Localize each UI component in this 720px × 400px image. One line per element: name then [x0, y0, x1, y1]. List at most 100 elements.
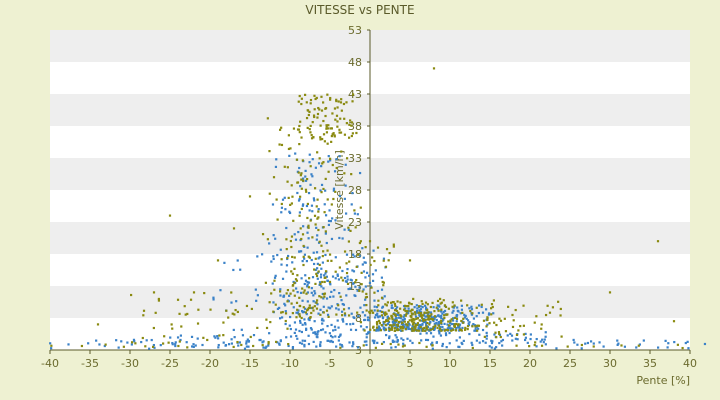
data-point [424, 338, 428, 342]
data-point [264, 281, 268, 284]
data-point [343, 228, 346, 231]
data-point [420, 314, 423, 318]
data-point [477, 324, 481, 327]
data-point [363, 329, 366, 332]
data-point [402, 338, 405, 342]
data-point [438, 315, 441, 318]
data-point [373, 299, 376, 302]
data-point [456, 306, 459, 309]
data-point [411, 329, 414, 332]
data-point [323, 274, 326, 277]
data-point [431, 347, 434, 350]
data-point [346, 268, 349, 271]
data-point [233, 336, 236, 339]
data-point [451, 311, 454, 314]
data-point [254, 288, 257, 291]
data-point [152, 291, 156, 294]
data-point [475, 315, 478, 318]
data-point [472, 323, 475, 326]
data-point [337, 308, 340, 311]
data-point [351, 132, 354, 135]
data-point [425, 345, 428, 348]
data-point [305, 327, 308, 330]
data-point [471, 346, 474, 350]
data-point [443, 322, 446, 326]
data-point [303, 93, 307, 96]
data-point [382, 257, 386, 260]
data-point [49, 342, 52, 345]
data-point [256, 255, 259, 258]
data-point [288, 154, 291, 157]
data-point [303, 343, 306, 347]
data-point [287, 254, 290, 258]
data-point [447, 320, 450, 323]
data-point [492, 299, 496, 302]
data-point [302, 310, 306, 313]
data-point [418, 313, 421, 317]
data-point [329, 307, 332, 310]
data-point [350, 134, 353, 138]
data-point [657, 346, 660, 349]
data-point [330, 134, 333, 138]
data-point [437, 324, 441, 327]
data-point [427, 316, 430, 319]
data-point [401, 325, 404, 328]
data-point [340, 276, 343, 279]
data-point [318, 256, 321, 259]
data-point [642, 339, 645, 342]
data-point [316, 112, 320, 116]
data-point [321, 261, 324, 264]
data-point [383, 321, 386, 324]
data-point [305, 190, 308, 193]
data-point [347, 307, 351, 310]
data-point [358, 286, 361, 289]
data-point [201, 343, 204, 347]
data-point [338, 195, 342, 198]
data-point [96, 323, 100, 326]
data-point [364, 296, 368, 299]
data-point [302, 255, 305, 258]
data-point [473, 329, 476, 332]
data-point [327, 160, 330, 163]
data-point [400, 321, 404, 324]
data-point [426, 311, 429, 314]
data-point [446, 327, 449, 330]
x-tick-label: 10 [443, 357, 457, 370]
data-point [384, 303, 387, 306]
data-point [268, 301, 271, 304]
data-point [403, 317, 406, 321]
data-point [279, 294, 282, 297]
data-point [189, 298, 193, 301]
data-point [376, 309, 379, 312]
data-point [509, 332, 512, 335]
data-point [432, 319, 435, 323]
data-point [345, 253, 349, 256]
data-point [285, 336, 288, 339]
data-point [281, 316, 284, 319]
data-point [535, 337, 538, 341]
data-point [300, 237, 303, 241]
data-point [432, 335, 435, 338]
data-point [300, 250, 303, 253]
data-point [291, 345, 295, 349]
data-point [252, 334, 256, 337]
data-point [334, 118, 337, 121]
data-point [330, 323, 333, 327]
data-point [317, 106, 320, 110]
data-point [425, 326, 428, 330]
data-point [375, 328, 378, 331]
data-point [444, 332, 448, 335]
data-point [440, 301, 443, 304]
data-point [298, 329, 301, 333]
data-point [323, 211, 326, 214]
data-point [322, 250, 325, 253]
data-point [393, 302, 397, 306]
data-point [176, 336, 180, 339]
data-point [334, 190, 337, 193]
data-point [297, 199, 301, 202]
data-point [393, 329, 397, 332]
data-point [304, 175, 307, 178]
data-point [429, 328, 432, 332]
data-point [349, 328, 353, 331]
data-point [304, 169, 307, 172]
